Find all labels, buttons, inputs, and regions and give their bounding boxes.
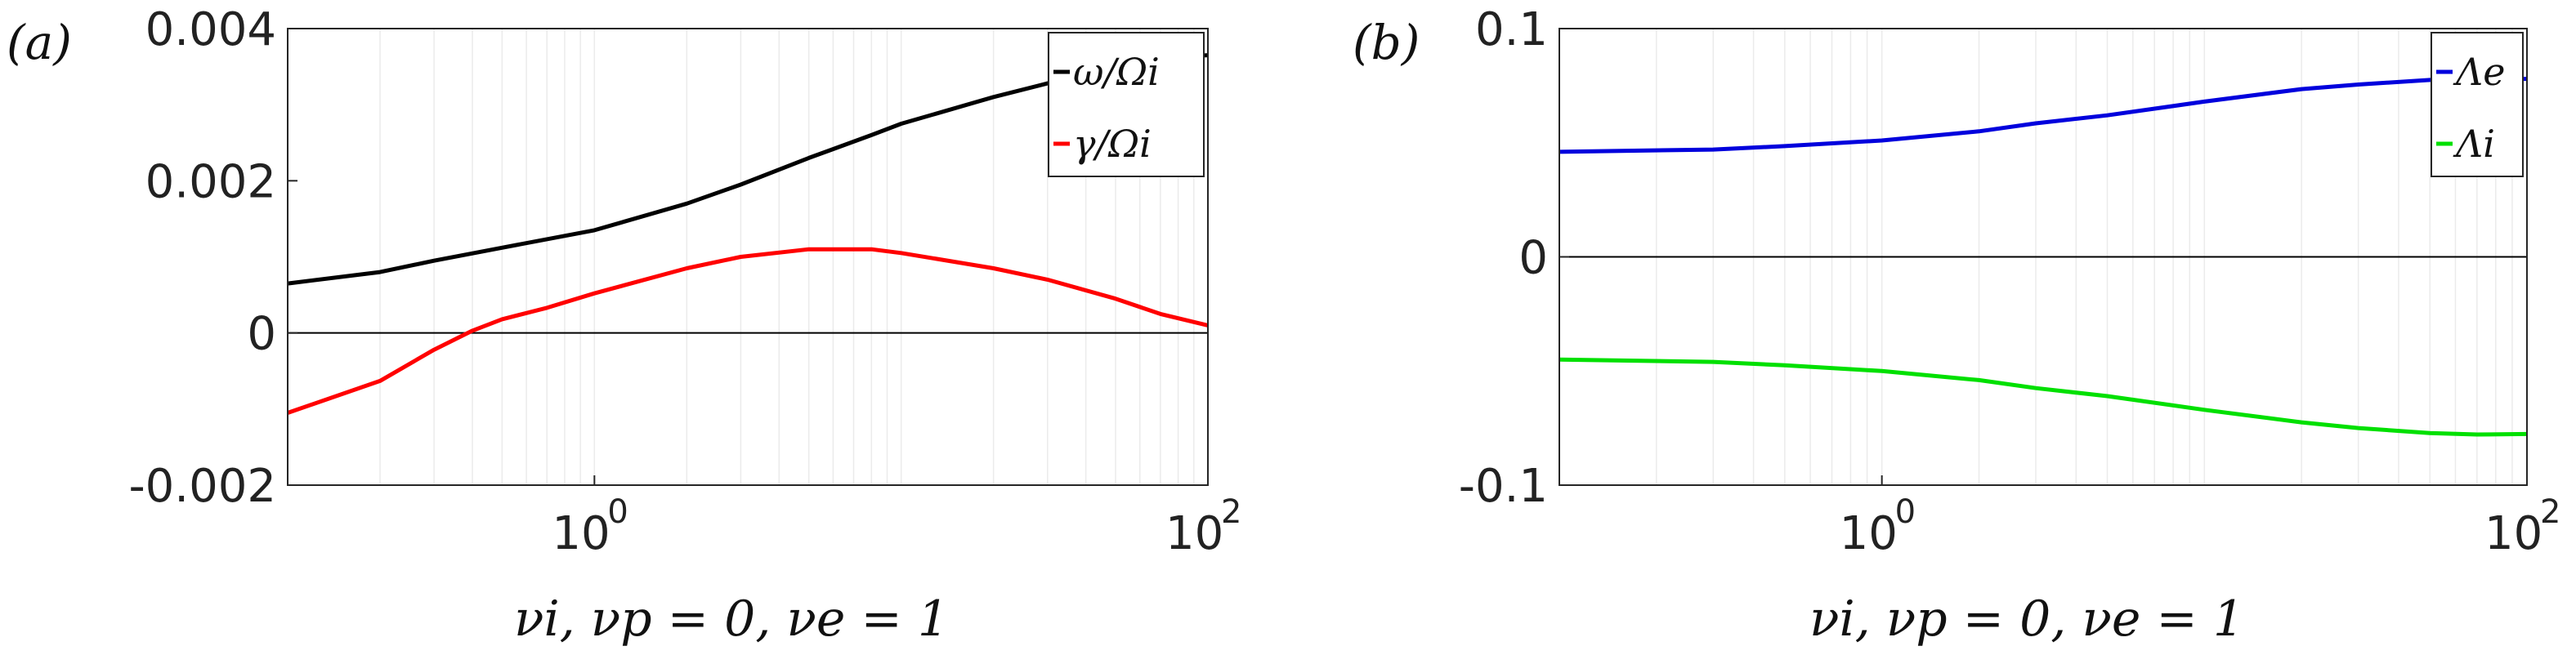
y-tick-label: 0.1 bbox=[1475, 3, 1548, 56]
x-tick-label: 10 bbox=[1165, 507, 1223, 560]
legend-entry-1: Λe bbox=[2453, 50, 2505, 94]
y-tick-label: -0.1 bbox=[1459, 460, 1548, 513]
panel-label: (b) bbox=[1353, 15, 1420, 70]
y-tick-label: 0 bbox=[247, 308, 276, 361]
x-tick-exponent: 2 bbox=[1221, 493, 1241, 531]
x-tick-exponent: 0 bbox=[1895, 493, 1916, 531]
x-tick-label: 10 bbox=[552, 507, 610, 560]
legend-box bbox=[2431, 32, 2524, 177]
x-axis-label: νi, νp = 0, νe = 1 bbox=[1809, 590, 2244, 648]
y-tick-label: 0 bbox=[1518, 232, 1548, 285]
x-axis-label: νi, νp = 0, νe = 1 bbox=[514, 590, 949, 648]
x-tick-label: 10 bbox=[1840, 507, 1898, 560]
panel-label: (a) bbox=[7, 15, 72, 70]
legend: Λe Λi bbox=[2431, 32, 2524, 177]
series-line-2 bbox=[287, 247, 1209, 415]
x-tick-exponent: 0 bbox=[607, 493, 628, 531]
plot-frame bbox=[287, 28, 1209, 486]
x-tick-exponent: 2 bbox=[2540, 493, 2560, 531]
x-grid bbox=[287, 29, 1195, 485]
x-tick-label: 10 bbox=[2484, 507, 2542, 560]
legend: ω/Ωi γ/Ωi bbox=[1048, 32, 1205, 177]
legend-entry-2: γ/Ωi bbox=[1073, 122, 1152, 166]
legend-entry-2: Λi bbox=[2453, 122, 2495, 166]
y-tick-label: -0.002 bbox=[128, 460, 276, 513]
legend-box bbox=[1048, 32, 1205, 177]
y-tick-label: 0.004 bbox=[145, 3, 276, 56]
legend-entry-1: ω/Ωi bbox=[1073, 50, 1160, 94]
series-line-2 bbox=[1559, 357, 2528, 437]
y-tick-label: 0.002 bbox=[145, 155, 276, 208]
series-line-1 bbox=[1559, 77, 2528, 154]
